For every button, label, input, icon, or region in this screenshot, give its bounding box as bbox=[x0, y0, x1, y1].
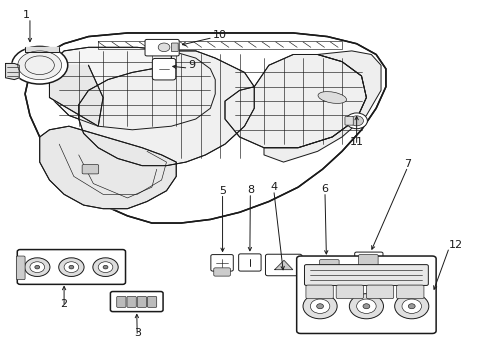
Circle shape bbox=[69, 265, 74, 269]
FancyBboxPatch shape bbox=[304, 265, 427, 285]
FancyBboxPatch shape bbox=[305, 285, 332, 299]
FancyBboxPatch shape bbox=[152, 58, 175, 80]
Text: 4: 4 bbox=[270, 182, 277, 192]
Polygon shape bbox=[5, 63, 19, 80]
Circle shape bbox=[303, 294, 336, 319]
Text: 9: 9 bbox=[188, 60, 195, 70]
FancyBboxPatch shape bbox=[16, 256, 25, 280]
FancyBboxPatch shape bbox=[82, 165, 99, 174]
FancyBboxPatch shape bbox=[265, 254, 302, 276]
FancyBboxPatch shape bbox=[137, 297, 146, 307]
Polygon shape bbox=[264, 51, 380, 162]
FancyBboxPatch shape bbox=[171, 43, 178, 51]
Circle shape bbox=[98, 262, 113, 273]
Polygon shape bbox=[40, 126, 176, 209]
Polygon shape bbox=[79, 51, 254, 166]
Circle shape bbox=[24, 258, 50, 276]
FancyBboxPatch shape bbox=[354, 252, 382, 269]
Circle shape bbox=[158, 43, 169, 51]
Ellipse shape bbox=[12, 46, 68, 84]
Text: 10: 10 bbox=[212, 30, 226, 40]
Text: 6: 6 bbox=[321, 184, 328, 194]
FancyBboxPatch shape bbox=[210, 255, 233, 271]
Circle shape bbox=[349, 116, 363, 126]
Polygon shape bbox=[49, 47, 215, 130]
Circle shape bbox=[59, 258, 84, 276]
Text: 2: 2 bbox=[61, 299, 67, 309]
Polygon shape bbox=[49, 65, 103, 126]
Circle shape bbox=[401, 299, 421, 314]
Circle shape bbox=[30, 262, 44, 273]
Text: 5: 5 bbox=[219, 186, 225, 196]
Ellipse shape bbox=[317, 92, 346, 103]
FancyBboxPatch shape bbox=[117, 297, 126, 307]
Circle shape bbox=[394, 294, 428, 319]
Circle shape bbox=[316, 304, 323, 309]
Text: 8: 8 bbox=[246, 185, 253, 195]
FancyBboxPatch shape bbox=[213, 268, 230, 276]
Circle shape bbox=[362, 304, 369, 309]
Polygon shape bbox=[25, 33, 385, 223]
FancyBboxPatch shape bbox=[238, 254, 261, 271]
Circle shape bbox=[348, 294, 383, 319]
FancyBboxPatch shape bbox=[145, 40, 179, 56]
Text: 7: 7 bbox=[404, 159, 410, 169]
Circle shape bbox=[345, 113, 366, 129]
FancyBboxPatch shape bbox=[110, 292, 163, 312]
FancyBboxPatch shape bbox=[319, 260, 338, 272]
Circle shape bbox=[310, 299, 329, 314]
FancyBboxPatch shape bbox=[366, 285, 393, 299]
Polygon shape bbox=[25, 47, 59, 51]
Text: 1: 1 bbox=[23, 10, 30, 20]
Circle shape bbox=[35, 265, 40, 269]
Circle shape bbox=[93, 258, 118, 276]
Text: 3: 3 bbox=[133, 328, 141, 338]
FancyBboxPatch shape bbox=[358, 255, 377, 267]
Circle shape bbox=[356, 299, 375, 314]
Circle shape bbox=[103, 265, 108, 269]
Polygon shape bbox=[224, 54, 366, 148]
Text: 12: 12 bbox=[448, 239, 463, 249]
Text: 11: 11 bbox=[349, 138, 363, 147]
FancyBboxPatch shape bbox=[344, 117, 352, 125]
Polygon shape bbox=[274, 260, 292, 270]
Circle shape bbox=[64, 262, 79, 273]
FancyBboxPatch shape bbox=[147, 297, 157, 307]
FancyBboxPatch shape bbox=[396, 285, 423, 299]
FancyBboxPatch shape bbox=[335, 285, 363, 299]
FancyBboxPatch shape bbox=[315, 257, 343, 275]
FancyBboxPatch shape bbox=[17, 249, 125, 284]
Ellipse shape bbox=[18, 51, 61, 80]
FancyBboxPatch shape bbox=[296, 256, 435, 333]
FancyBboxPatch shape bbox=[127, 297, 136, 307]
Circle shape bbox=[407, 304, 414, 309]
